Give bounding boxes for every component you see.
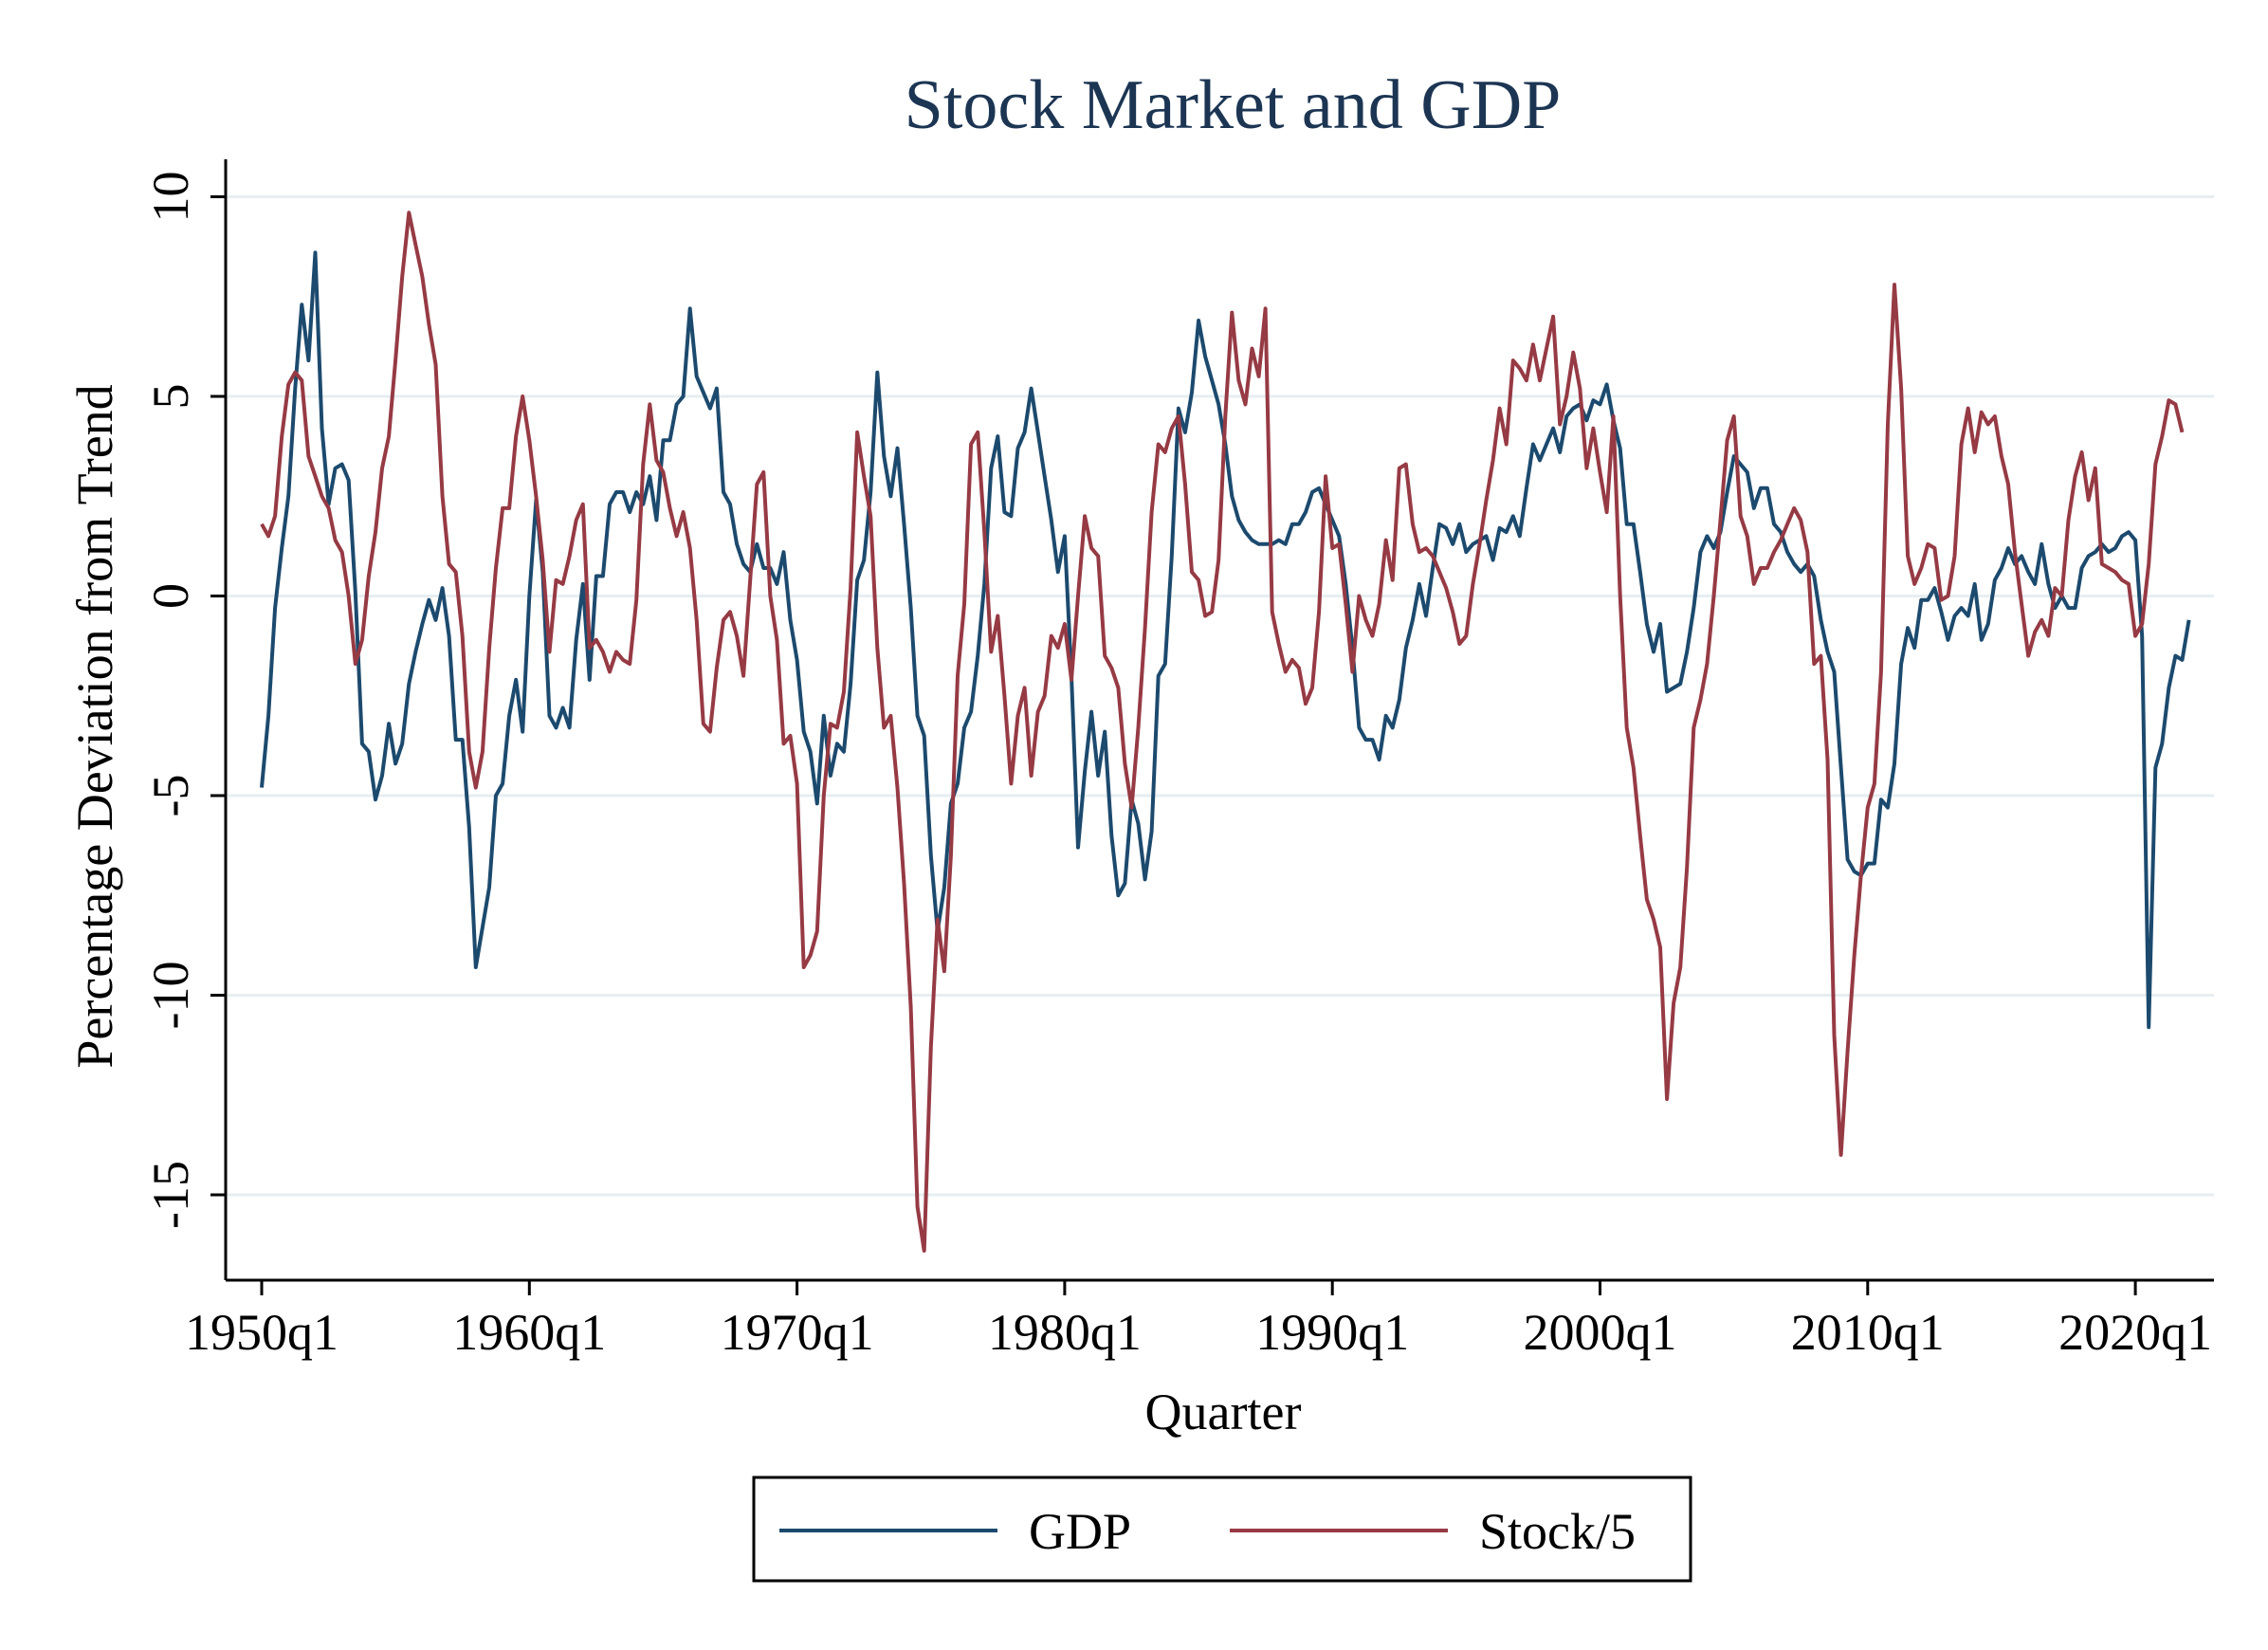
x-tick-label: 2000q1: [1524, 1304, 1677, 1361]
x-tick-label: 1990q1: [1255, 1304, 1409, 1361]
y-tick-label: 0: [142, 583, 199, 609]
y-tick-label: 5: [142, 384, 199, 410]
y-tick-labels: 10 5 0 -5 -10 -15: [142, 172, 199, 1229]
legend-label-gdp: GDP: [1029, 1503, 1131, 1560]
x-tick-labels: 1950q1 1960q1 1970q1 1980q1 1990q1 2000q1 2010…: [185, 1304, 2212, 1361]
x-tick-label: 1950q1: [185, 1304, 338, 1361]
axes: [210, 159, 2214, 1295]
x-tick-label: 1980q1: [988, 1304, 1142, 1361]
x-tick-label: 1970q1: [721, 1304, 874, 1361]
x-axis-title: Quarter: [1145, 1384, 1302, 1440]
x-tick-label: 2020q1: [2058, 1304, 2212, 1361]
series-layer: [260, 211, 2191, 1253]
y-tick-label: 10: [142, 172, 199, 223]
y-tick-label: -5: [142, 775, 199, 817]
y-tick-label: -15: [142, 1161, 199, 1229]
legend-label-stock: Stock/5: [1479, 1503, 1636, 1560]
y-tick-label: -10: [142, 962, 199, 1030]
gridlines: [228, 195, 2214, 1197]
x-tick-label: 1960q1: [452, 1304, 606, 1361]
y-axis-title: Percentage Deviation from Trend: [66, 384, 123, 1068]
chart-title: Stock Market and GDP: [905, 66, 1562, 144]
series-line-stock: [260, 211, 2185, 1253]
legend: GDP Stock/5: [752, 1476, 1692, 1583]
x-tick-label: 2010q1: [1791, 1304, 1945, 1361]
